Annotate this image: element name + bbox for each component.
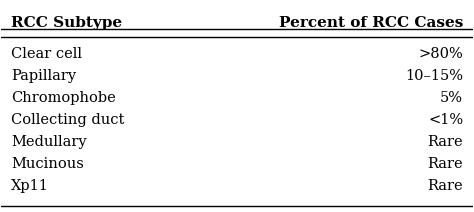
Text: <1%: <1% <box>428 113 463 127</box>
Text: Chromophobe: Chromophobe <box>11 91 116 105</box>
Text: 5%: 5% <box>440 91 463 105</box>
Text: >80%: >80% <box>419 47 463 61</box>
Text: 10–15%: 10–15% <box>405 69 463 83</box>
Text: Mucinous: Mucinous <box>11 157 84 171</box>
Text: Rare: Rare <box>428 179 463 193</box>
Text: Rare: Rare <box>428 135 463 149</box>
Text: Xp11: Xp11 <box>11 179 49 193</box>
Text: Rare: Rare <box>428 157 463 171</box>
Text: Clear cell: Clear cell <box>11 47 82 61</box>
Text: RCC Subtype: RCC Subtype <box>11 16 122 30</box>
Text: Papillary: Papillary <box>11 69 76 83</box>
Text: Collecting duct: Collecting duct <box>11 113 124 127</box>
Text: Medullary: Medullary <box>11 135 86 149</box>
Text: Percent of RCC Cases: Percent of RCC Cases <box>279 16 463 30</box>
